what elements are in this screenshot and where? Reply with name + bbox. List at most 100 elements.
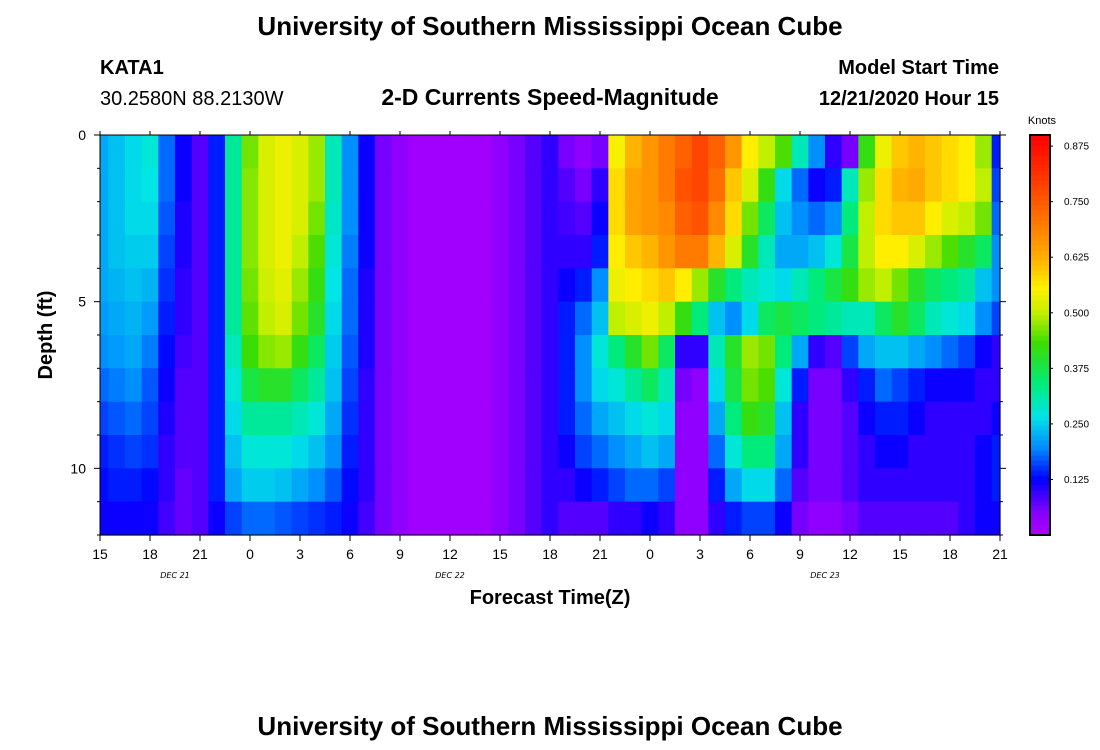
heatmap-cell — [958, 401, 976, 436]
heatmap-cell — [725, 501, 743, 536]
colorbar-segment — [1030, 315, 1050, 321]
heatmap-cell — [941, 135, 959, 169]
colorbar-segment — [1030, 230, 1050, 236]
heatmap-cell — [725, 368, 743, 403]
heatmap-cell — [875, 268, 893, 303]
heatmap-cell — [741, 301, 759, 336]
heatmap-cell — [100, 401, 109, 436]
colorbar-segment — [1030, 385, 1050, 391]
heatmap-cell — [708, 468, 726, 503]
heatmap-cell — [508, 301, 526, 336]
heatmap-cell — [100, 335, 109, 369]
heatmap-cell — [208, 268, 226, 303]
heatmap-cell — [708, 335, 726, 369]
heatmap-cell — [891, 468, 909, 503]
heatmap-cell — [925, 368, 943, 403]
heatmap-cell — [508, 168, 526, 203]
heatmap-cell — [825, 235, 843, 269]
colorbar-segment — [1030, 370, 1050, 376]
heatmap-cell — [441, 235, 459, 269]
x-tick-label: 3 — [296, 546, 304, 562]
heatmap-cell — [791, 501, 809, 536]
heatmap-cell — [958, 435, 976, 469]
heatmap-cell — [358, 368, 376, 403]
heatmap-cell — [308, 168, 326, 203]
colorbar-segment — [1030, 395, 1050, 401]
heatmap-cell — [458, 501, 476, 536]
heatmap-cell — [125, 235, 143, 269]
heatmap-cell — [100, 235, 109, 269]
heatmap-cell — [641, 268, 659, 303]
heatmap-cell — [458, 235, 476, 269]
heatmap-cell — [658, 468, 676, 503]
heatmap-cell — [275, 268, 293, 303]
heatmap-cell — [158, 435, 176, 469]
heatmap-cell — [341, 401, 359, 436]
heatmap-cell — [875, 368, 893, 403]
heatmap-cell — [741, 168, 759, 203]
heatmap-cell — [641, 201, 659, 236]
heatmap-cell — [391, 501, 409, 536]
heatmap-cell — [225, 135, 243, 169]
heatmap-cell — [958, 235, 976, 269]
colorbar-segment — [1030, 220, 1050, 226]
heatmap-cell — [658, 168, 676, 203]
heatmap-cell — [675, 501, 693, 536]
heatmap-cell — [608, 401, 626, 436]
colorbar-segment — [1030, 360, 1050, 366]
heatmap-cell — [225, 301, 243, 336]
heatmap-cell — [475, 468, 493, 503]
heatmap-cell — [608, 201, 626, 236]
heatmap-cell — [941, 435, 959, 469]
heatmap-cell — [858, 268, 876, 303]
heatmap-cell — [525, 168, 543, 203]
heatmap-cell — [708, 301, 726, 336]
heatmap-cell — [158, 335, 176, 369]
x-tick-label: 0 — [246, 546, 254, 562]
heatmap-cell — [358, 468, 376, 503]
heatmap-cell — [275, 201, 293, 236]
heatmap-cell — [658, 268, 676, 303]
heatmap-cell — [525, 201, 543, 236]
heatmap-cell — [408, 168, 426, 203]
heatmap-cell — [241, 368, 259, 403]
heatmap-cell — [991, 401, 1001, 436]
heatmap-cell — [858, 335, 876, 369]
heatmap-cell — [291, 268, 309, 303]
heatmap-cell — [141, 235, 159, 269]
station-id: KATA1 — [100, 57, 164, 79]
heatmap-cell — [275, 135, 293, 169]
heatmap-cell — [341, 168, 359, 203]
colorbar-segment — [1030, 340, 1050, 346]
heatmap-cell — [458, 368, 476, 403]
heatmap-cell — [175, 268, 193, 303]
heatmap-cell — [308, 435, 326, 469]
heatmap-cell — [391, 301, 409, 336]
heatmap-cell — [291, 368, 309, 403]
colorbar-segment — [1030, 285, 1050, 291]
heatmap-cell — [508, 435, 526, 469]
colorbar-segment — [1030, 210, 1050, 216]
heatmap-cell — [108, 268, 126, 303]
heatmap-cell — [925, 168, 943, 203]
colorbar-segment — [1030, 135, 1050, 141]
heatmap-cell — [141, 335, 159, 369]
heatmap-cell — [258, 368, 276, 403]
colorbar-segment — [1030, 255, 1050, 261]
heatmap-cell — [591, 235, 609, 269]
heatmap-cell — [958, 501, 976, 536]
heatmap-cell — [275, 301, 293, 336]
x-axis: 15 18 21 0 3 6 9 12 15 18 21 0 3 6 9 12 15 18 21 — [92, 131, 1008, 562]
heatmap-cell — [858, 368, 876, 403]
colorbar-tick-label: 0.500 — [1064, 308, 1089, 319]
heatmap-cell — [175, 135, 193, 169]
heatmap-cell — [508, 468, 526, 503]
heatmap-cell — [441, 135, 459, 169]
heatmap-cell — [825, 135, 843, 169]
heatmap-cell — [458, 468, 476, 503]
heatmap-cell — [675, 168, 693, 203]
heatmap-cell — [708, 168, 726, 203]
colorbar-segment — [1030, 410, 1050, 416]
heatmap-cell — [100, 368, 109, 403]
heatmap-cell — [175, 401, 193, 436]
